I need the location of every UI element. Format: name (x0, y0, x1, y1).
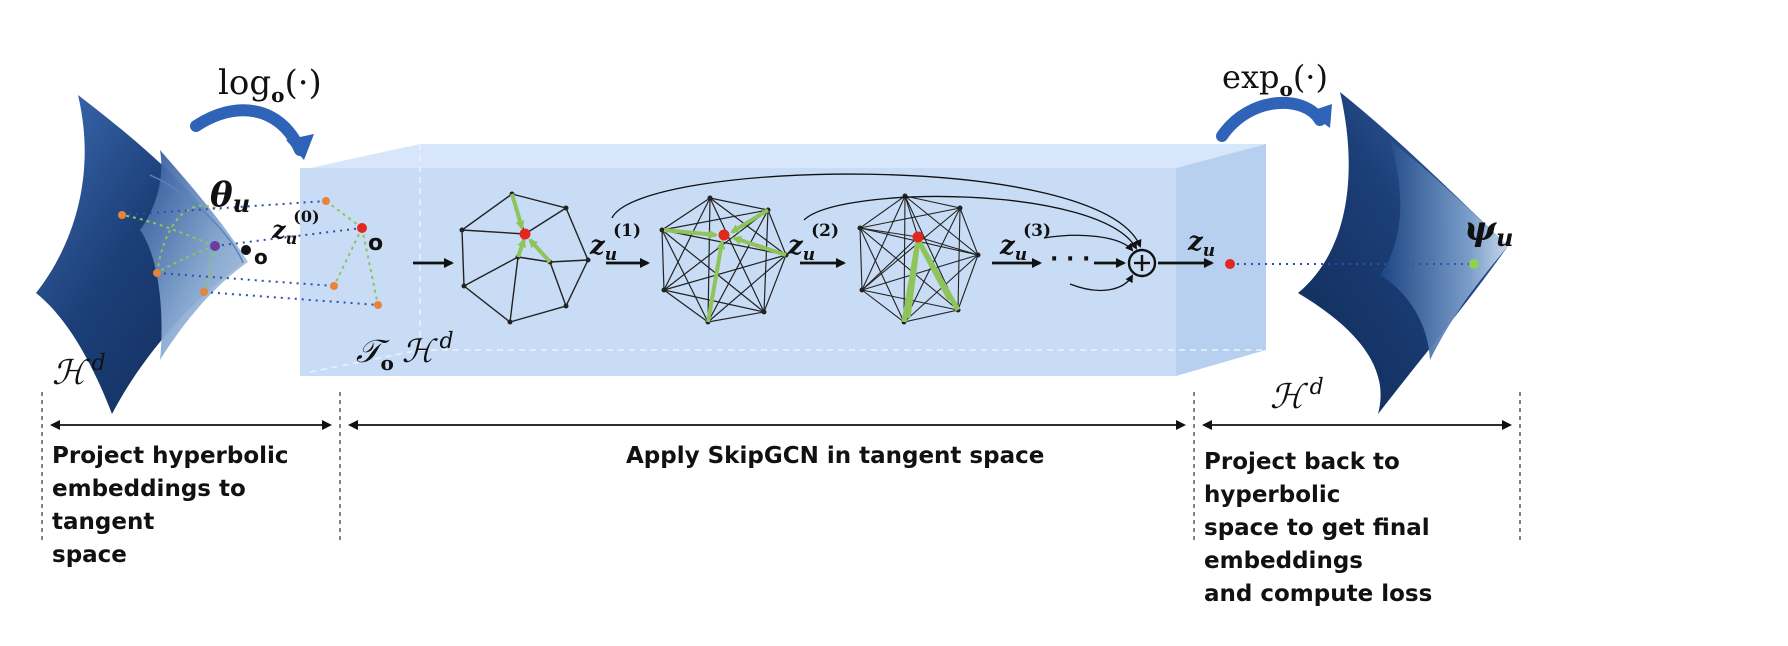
exp-map-label: expo(·) (1222, 58, 1328, 101)
tangent-node (374, 301, 382, 309)
caption-middle: Apply SkipGCN in tangent space (626, 443, 1045, 469)
output-node (1225, 259, 1235, 269)
zu-label: zu (1187, 227, 1215, 261)
plus-circle-icon (1127, 248, 1157, 278)
embedding-node-theta (210, 241, 220, 251)
origin-label-tangent: o (368, 231, 383, 256)
theta-label: θu (210, 175, 250, 218)
z1-label: zu(1) (589, 221, 641, 265)
embedding-node (153, 269, 161, 277)
left-embeddings (118, 200, 379, 306)
origin-node-left (241, 245, 251, 255)
target-node (718, 229, 730, 241)
origin-label-left: o (254, 245, 268, 269)
hyperbolic-surface-right (1298, 92, 1508, 414)
box-side-face (1176, 144, 1266, 376)
graph-layer-3 (859, 195, 979, 323)
embedding-node (200, 288, 208, 296)
ellipsis: · · · (1050, 247, 1090, 272)
caption-right: Project back to hyperbolic space to get … (1204, 449, 1433, 607)
final-embedding-node (1469, 259, 1479, 269)
caption-left: Project hyperbolic embeddings to tangent… (52, 443, 289, 568)
log-map-label: logo(·) (218, 63, 322, 107)
graph-layer-1-messages (510, 193, 552, 264)
graph-layer-2-messages (663, 208, 787, 323)
target-node (912, 231, 924, 243)
skip-connections (611, 173, 1142, 292)
z2-label: zu(2) (787, 221, 839, 265)
embedding-node (118, 211, 126, 219)
z3-label: zu(3) (999, 221, 1051, 265)
region-dividers (41, 392, 1521, 540)
tangent-node (322, 197, 330, 205)
box-top-face (310, 144, 1266, 168)
curved-arrow-icon (190, 104, 314, 160)
graph-layer-2 (661, 197, 787, 323)
tangent-origin-node (357, 223, 367, 233)
tangent-node (330, 282, 338, 290)
curved-arrow-icon (1216, 96, 1332, 142)
z0-label: zu(0) (271, 207, 320, 248)
psi-label: ψu (1464, 209, 1513, 252)
target-node (519, 228, 531, 240)
tangent-embeddings (322, 197, 382, 309)
